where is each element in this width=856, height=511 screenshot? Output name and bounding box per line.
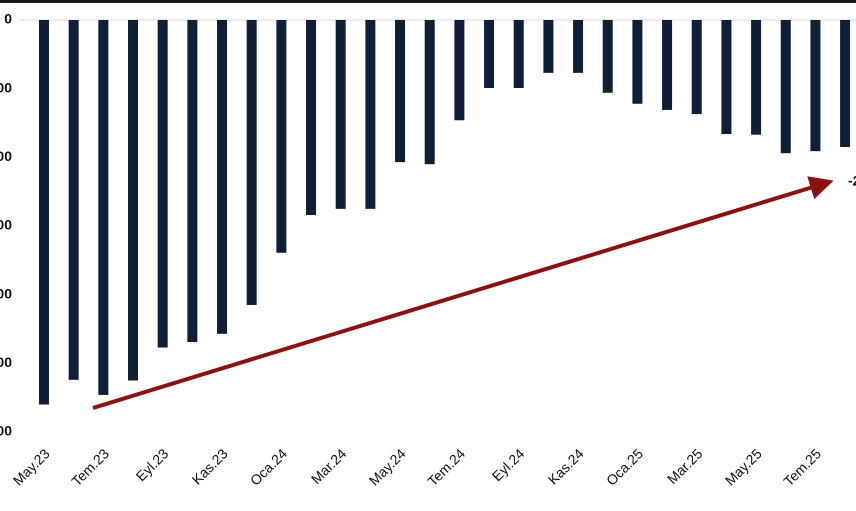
bar: [335, 20, 346, 209]
x-tick-label: Eyl.24: [489, 445, 528, 484]
x-tick-label: Kas.24: [545, 445, 587, 487]
bar: [454, 20, 465, 121]
x-tick-label: Tem.25: [780, 445, 824, 489]
bar: [68, 20, 79, 380]
bar: [780, 20, 791, 154]
x-tick-label: Mar.25: [664, 445, 706, 487]
bar: [751, 20, 762, 135]
bar: [128, 20, 139, 381]
top-border: [0, 0, 856, 3]
bar: [840, 20, 851, 148]
bar: [217, 20, 228, 334]
bar: [395, 20, 406, 163]
x-tick-label: Mar.24: [308, 445, 350, 487]
bar: [484, 20, 495, 88]
trend-arrow: [92, 176, 834, 410]
bar: [691, 20, 702, 115]
bar: [187, 20, 198, 343]
bar: [543, 20, 554, 73]
x-tick-label: Eyl.23: [133, 445, 172, 484]
bar: [98, 20, 109, 395]
y-tick-label: 000: [0, 79, 12, 95]
y-tick-label: 000: [0, 217, 12, 233]
x-tick-label: May.25: [722, 445, 765, 488]
x-tick-label: Oca.25: [603, 445, 646, 488]
bar: [157, 20, 168, 348]
x-tick-label: Kas.23: [189, 445, 231, 487]
y-tick-label: 000: [0, 148, 12, 164]
bar: [662, 20, 673, 110]
bar: [513, 20, 524, 88]
bar: [721, 20, 732, 134]
bar: [602, 20, 613, 93]
x-tick-label: Tem.24: [424, 445, 468, 489]
bar: [246, 20, 257, 305]
bar: [573, 20, 584, 73]
bar: [39, 20, 49, 405]
bar: [276, 20, 287, 253]
y-tick-label: 0: [4, 11, 12, 27]
bar: [810, 20, 821, 152]
bar: [365, 20, 376, 209]
bar: [424, 20, 435, 165]
y-tick-label: 000: [0, 285, 12, 301]
x-tick-label: May.23: [10, 445, 53, 488]
x-tick-label: Tem.23: [68, 445, 112, 489]
x-tick-label: Oca.24: [247, 445, 290, 488]
y-tick-label: 000: [0, 423, 12, 439]
y-tick-label: 000: [0, 354, 12, 370]
annotation: -2: [848, 173, 856, 189]
x-tick-label: May.24: [366, 445, 409, 488]
bar: [632, 20, 643, 104]
bar: [306, 20, 317, 216]
